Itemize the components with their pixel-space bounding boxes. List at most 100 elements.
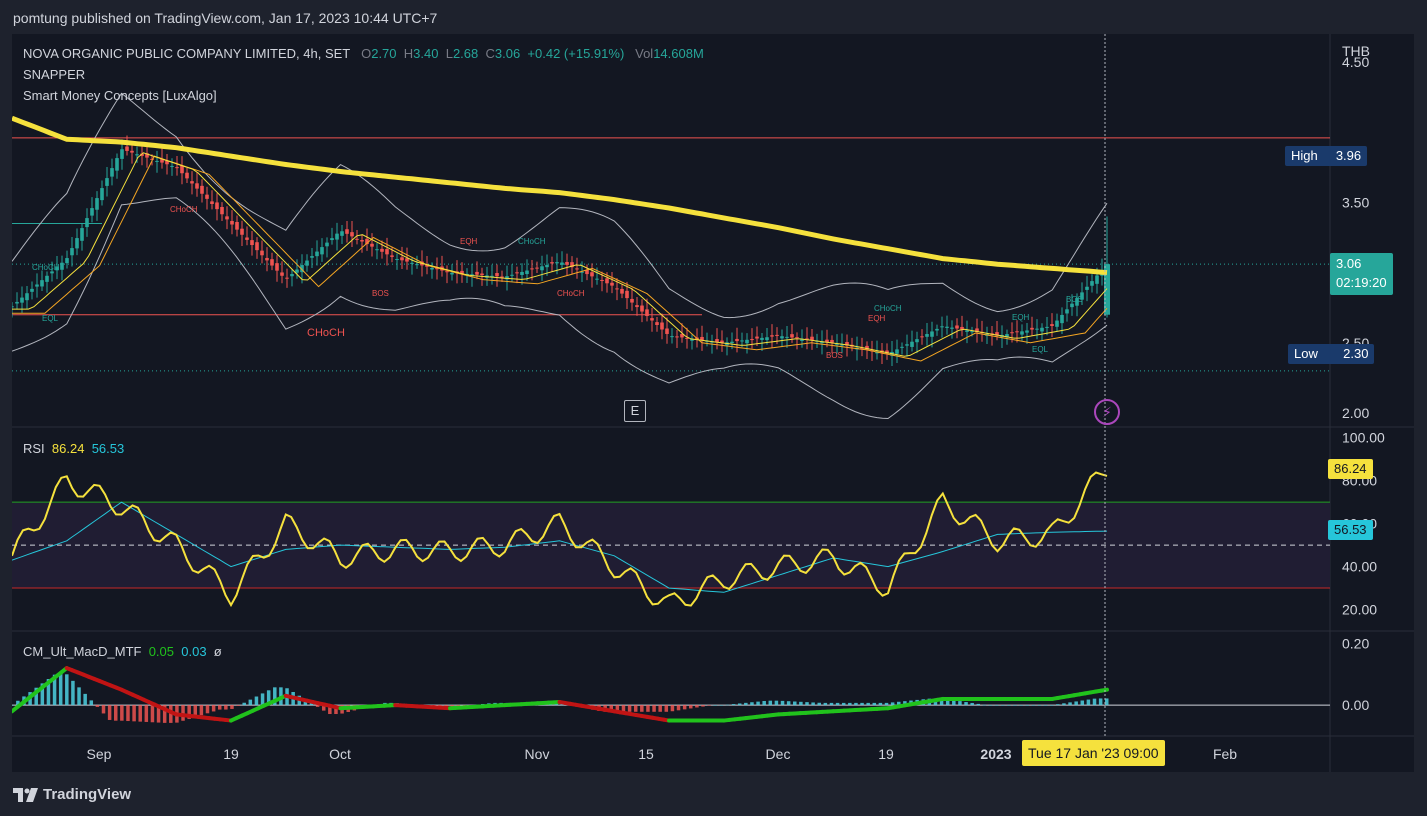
time-axis-label: 15 — [638, 746, 654, 762]
chart-area[interactable]: CHoCH EQL CHoCH EQH CHoCH CHoCH BOS CHoCH EQH BOS… — [12, 34, 1414, 772]
macd-histogram-bar — [1105, 698, 1109, 706]
macd-label: CM_Ult_MacD_MTF — [23, 644, 142, 659]
candle-body — [760, 337, 764, 340]
candle-body — [305, 260, 309, 266]
candle-body — [540, 266, 544, 271]
candle-body — [25, 293, 29, 301]
candle-body — [625, 290, 629, 299]
rsi-legend: RSI 86.24 56.53 — [23, 441, 124, 456]
candle-body — [1095, 275, 1099, 284]
candle-body — [395, 259, 399, 261]
time-axis-label: 19 — [878, 746, 894, 762]
candle-body — [425, 264, 429, 267]
candle-body — [840, 344, 844, 346]
smc-label: CHoCH — [307, 327, 345, 339]
time-axis-label: Nov — [525, 746, 550, 762]
price-axis-tick: 2.00 — [1342, 405, 1369, 421]
candle-body — [830, 339, 834, 343]
candle-body — [190, 181, 194, 184]
macd-histogram-bar — [77, 687, 81, 706]
time-axis-label: Dec — [766, 746, 791, 762]
candle-body — [335, 233, 339, 240]
candle-body — [220, 207, 224, 215]
lightning-icon[interactable]: ⚡ — [1094, 399, 1120, 425]
candle-body — [135, 154, 139, 156]
smc-label: BOS — [826, 351, 843, 360]
candle-body — [170, 165, 174, 167]
tradingview-logo[interactable]: TradingView — [13, 786, 131, 803]
candle-body — [735, 338, 739, 342]
candle-body — [30, 288, 34, 292]
indicator-smc[interactable]: Smart Money Concepts [LuxAlgo] — [23, 88, 217, 103]
candle-body — [555, 262, 559, 264]
candle-body — [310, 256, 314, 258]
macd-histogram-bar — [1043, 705, 1048, 706]
candle-body — [370, 243, 374, 247]
candle-body — [355, 238, 359, 240]
macd-histogram-bar — [187, 705, 191, 719]
macd-histogram-bar — [737, 703, 742, 706]
macd-histogram-bar — [982, 704, 987, 706]
rsi-ma-tag: 56.53 — [1328, 520, 1373, 540]
candle-body — [825, 339, 829, 342]
candle-body — [575, 268, 579, 270]
indicator-snapper[interactable]: SNAPPER — [23, 67, 86, 82]
smc-label: CHoCH — [170, 205, 198, 214]
macd-histogram-bar — [144, 705, 149, 722]
high-tag-label: High — [1291, 148, 1318, 163]
candle-body — [20, 297, 24, 303]
macd-histogram-bar — [762, 700, 766, 706]
smc-label: CHoCH — [518, 237, 546, 246]
candle-body — [930, 331, 934, 337]
candle-body — [1080, 292, 1084, 300]
macd-histogram-bar — [676, 705, 681, 711]
candle-body — [660, 322, 664, 330]
earnings-badge[interactable]: E — [624, 400, 646, 422]
candle-body — [860, 347, 864, 349]
candle-body — [255, 242, 259, 251]
macd-histogram-bar — [799, 701, 803, 706]
candle-body — [635, 305, 639, 308]
macd-histogram-bar — [260, 693, 265, 706]
ma200-line — [12, 115, 1108, 276]
macd-histogram-bar — [707, 705, 711, 706]
macd-histogram-bar — [615, 705, 620, 712]
candle-body — [125, 146, 129, 151]
macd-histogram-bar — [40, 683, 45, 706]
candle-body — [1050, 324, 1054, 326]
macd-histogram-bar — [266, 690, 271, 706]
macd-axis-tick: 0.20 — [1342, 635, 1369, 651]
candle-body — [430, 267, 434, 270]
candle-body — [1020, 331, 1024, 335]
open-label: O — [361, 46, 372, 61]
candle-body — [360, 240, 364, 242]
candle-body — [480, 273, 484, 276]
macd-histogram-bar — [1068, 702, 1072, 706]
macd-histogram-bar — [750, 702, 754, 706]
macd-histogram-bar — [670, 705, 675, 712]
candle-body — [1045, 326, 1049, 328]
macd-histogram-bar — [1001, 705, 1005, 706]
candle-body — [1025, 330, 1029, 333]
macd-histogram-bar — [138, 705, 142, 722]
macd-histogram-bar — [211, 705, 216, 712]
footer-bar — [0, 772, 1427, 816]
smc-label: CHoCH — [557, 289, 585, 298]
candle-body — [300, 265, 304, 273]
macd-histogram-bar — [328, 705, 332, 715]
candle-body — [595, 278, 599, 280]
candle-body — [720, 340, 724, 343]
candle-body — [340, 231, 344, 236]
time-axis-label: 2023 — [980, 746, 1011, 762]
candle-body — [550, 262, 554, 264]
candle-body — [670, 336, 674, 338]
candle-body — [175, 167, 179, 169]
candle-body — [885, 350, 889, 354]
candle-body — [390, 255, 394, 257]
candle-body — [55, 267, 59, 271]
tradingview-logo-icon — [13, 787, 38, 802]
low-label: L — [445, 46, 453, 61]
bar-countdown: 02:19:20 — [1336, 275, 1387, 290]
macd-histogram-bar — [988, 705, 993, 706]
